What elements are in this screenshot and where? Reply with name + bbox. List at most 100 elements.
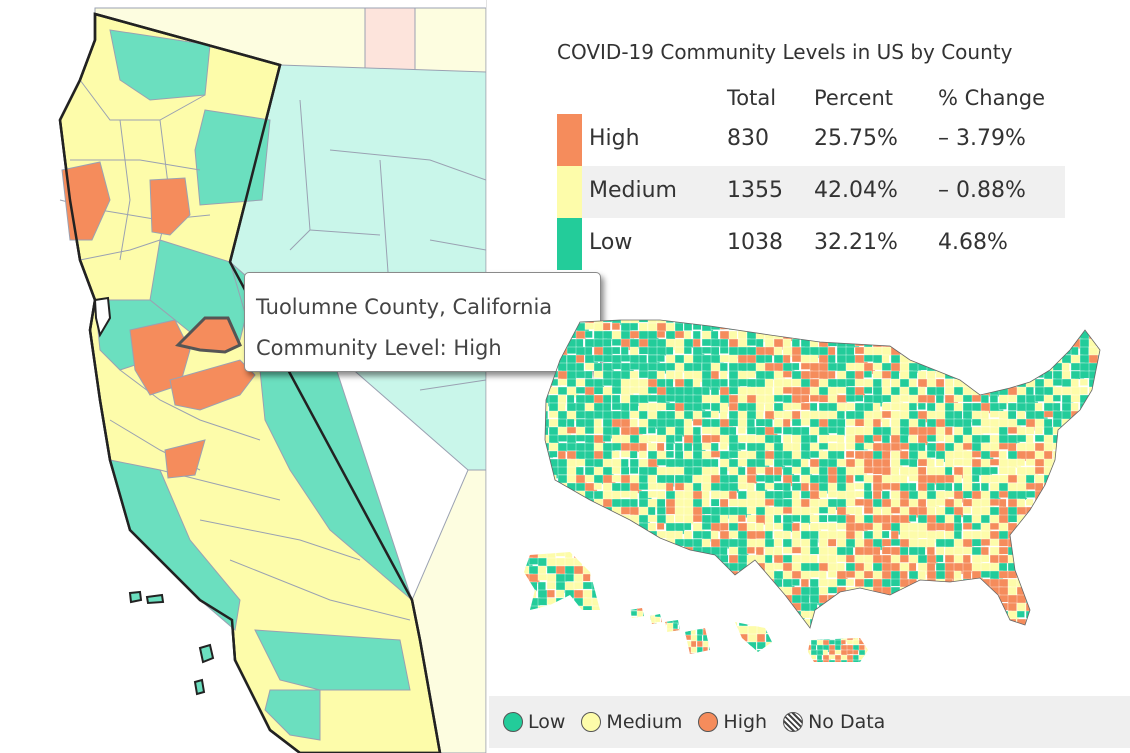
county-cell bbox=[764, 410, 776, 420]
county-cell bbox=[953, 618, 962, 628]
level-percent: 42.04% bbox=[814, 178, 898, 203]
county-cell bbox=[638, 426, 647, 435]
county-cell bbox=[791, 578, 800, 586]
county-cell bbox=[701, 586, 711, 597]
county-cell bbox=[845, 346, 855, 357]
county-cell bbox=[944, 618, 955, 628]
county-cell bbox=[1034, 434, 1045, 442]
county-cell bbox=[800, 418, 811, 426]
legend-item-low[interactable]: Low bbox=[503, 711, 565, 733]
county-cell bbox=[545, 338, 552, 350]
county-cell bbox=[1052, 538, 1064, 549]
county-cell bbox=[701, 402, 711, 410]
county-cell bbox=[791, 386, 802, 396]
us-county-map[interactable] bbox=[510, 310, 1110, 680]
county-cell bbox=[953, 322, 963, 334]
county-cell bbox=[827, 570, 837, 578]
california-map-svg[interactable] bbox=[0, 0, 486, 753]
county-cell bbox=[708, 640, 710, 649]
county-cell bbox=[980, 586, 989, 598]
county-cell bbox=[908, 458, 918, 468]
county-cell bbox=[926, 546, 935, 556]
county-cell bbox=[854, 320, 863, 326]
county-cell bbox=[1061, 602, 1074, 614]
county-cell bbox=[611, 506, 622, 518]
county-cell bbox=[719, 602, 734, 611]
county-cell bbox=[737, 320, 751, 326]
county-cell bbox=[1088, 538, 1100, 546]
county-cell bbox=[696, 610, 705, 619]
county-cell bbox=[791, 626, 805, 628]
county-cell bbox=[674, 434, 683, 442]
county-cell bbox=[548, 626, 562, 628]
county-cell bbox=[953, 338, 962, 346]
county-cell bbox=[1016, 530, 1031, 540]
county-cell bbox=[683, 570, 692, 582]
county-cell bbox=[989, 538, 1000, 547]
county-cell bbox=[1097, 530, 1100, 539]
county-cell bbox=[1061, 570, 1074, 580]
county-cell bbox=[827, 410, 839, 420]
california-map[interactable] bbox=[0, 0, 486, 753]
county-cell bbox=[1034, 546, 1049, 555]
county-cell bbox=[1070, 474, 1081, 487]
county-cell bbox=[620, 586, 632, 599]
county-cell bbox=[683, 320, 698, 322]
county-cell bbox=[808, 638, 811, 640]
county-cell bbox=[629, 378, 640, 388]
county-cell bbox=[1043, 418, 1053, 428]
legend-item-medium[interactable]: Medium bbox=[581, 711, 682, 733]
county-cell bbox=[926, 370, 936, 380]
county-cell bbox=[809, 626, 818, 628]
county-cell bbox=[791, 514, 801, 523]
tuolumne-county-selected[interactable] bbox=[175, 316, 242, 354]
county-cell bbox=[636, 616, 643, 626]
legend-item-no-data[interactable]: No Data bbox=[783, 711, 885, 733]
county-cell bbox=[944, 338, 956, 346]
county-cell bbox=[808, 639, 811, 646]
us-map-svg[interactable] bbox=[510, 310, 1110, 680]
county-cell bbox=[863, 586, 874, 599]
county-cell bbox=[1016, 338, 1030, 348]
county-cell bbox=[971, 610, 983, 622]
county-cell bbox=[701, 578, 712, 587]
county-cell bbox=[548, 330, 562, 343]
county-cell bbox=[545, 474, 548, 485]
county-cell bbox=[971, 330, 982, 341]
county-cell bbox=[989, 394, 999, 403]
county-cell bbox=[629, 506, 640, 516]
county-cell bbox=[584, 514, 594, 527]
legend-item-high[interactable]: High bbox=[698, 711, 767, 733]
county-cell bbox=[692, 570, 705, 581]
county-cell bbox=[566, 514, 579, 523]
county-cell bbox=[836, 418, 846, 428]
county-cell bbox=[719, 320, 730, 325]
county-cell bbox=[1034, 626, 1048, 628]
county-cell bbox=[782, 434, 792, 444]
county-cell bbox=[728, 530, 740, 539]
county-cell bbox=[548, 450, 558, 458]
county-cell bbox=[660, 628, 667, 635]
county-cell bbox=[1079, 442, 1092, 452]
county-cell bbox=[678, 640, 685, 647]
county-cell bbox=[890, 320, 902, 322]
county-cell bbox=[755, 506, 766, 516]
county-cell bbox=[602, 562, 616, 574]
county-cell bbox=[548, 466, 559, 479]
county-cell bbox=[863, 330, 875, 342]
county-cell bbox=[1079, 602, 1091, 613]
county-cell bbox=[584, 554, 594, 565]
county-cell bbox=[630, 640, 631, 647]
county-cell bbox=[647, 546, 660, 556]
county-cell bbox=[746, 320, 758, 325]
county-cell bbox=[765, 625, 772, 634]
county-cell bbox=[1097, 362, 1100, 373]
county-cell bbox=[917, 506, 928, 516]
county-cell bbox=[1097, 410, 1100, 420]
county-cell bbox=[971, 322, 981, 332]
county-cell bbox=[764, 354, 773, 363]
county-cell bbox=[854, 482, 865, 490]
county-cell bbox=[1097, 586, 1100, 596]
level-change: – 0.88% bbox=[938, 178, 1026, 203]
county-cell bbox=[602, 450, 613, 461]
